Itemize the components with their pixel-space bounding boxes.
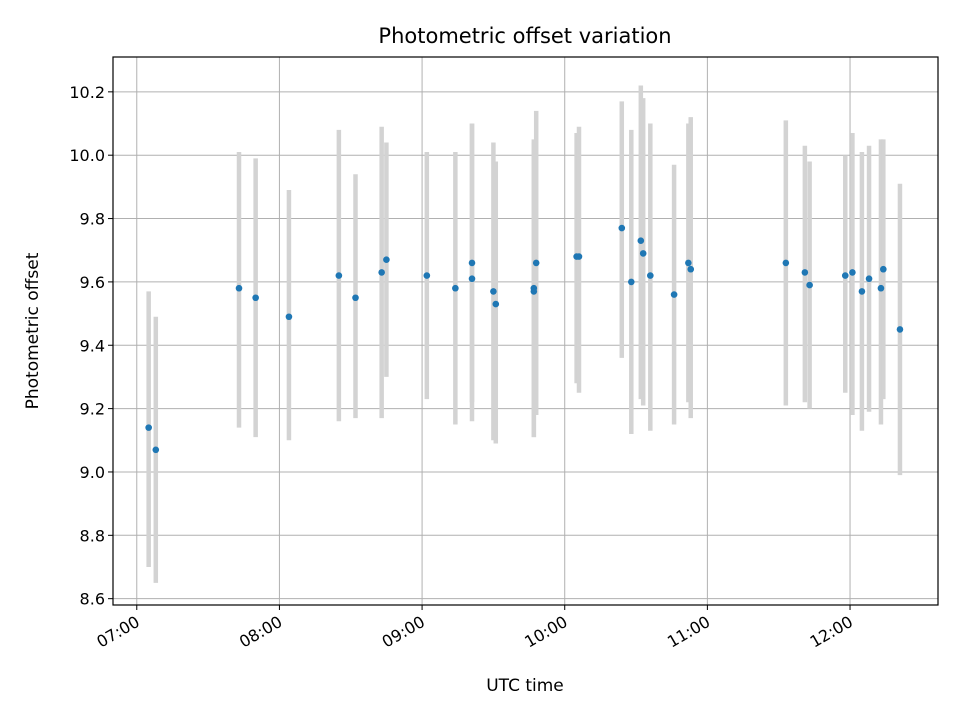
data-point bbox=[468, 275, 476, 283]
data-point bbox=[532, 259, 540, 267]
data-point bbox=[383, 256, 390, 264]
y-tick-label: 9.0 bbox=[80, 463, 105, 482]
data-point bbox=[378, 269, 385, 276]
data-point bbox=[639, 250, 647, 257]
data-point bbox=[252, 294, 259, 302]
y-axis-ticks: 8.6 8.8 9.0 9.2 9.4 9.6 9.8 10.0 10.2 bbox=[69, 83, 113, 609]
data-point bbox=[452, 284, 459, 292]
data-point bbox=[145, 424, 152, 431]
data-point bbox=[530, 288, 538, 295]
y-tick-label: 9.8 bbox=[80, 210, 105, 229]
data-point bbox=[849, 269, 856, 276]
data-point bbox=[896, 326, 904, 333]
data-point bbox=[490, 288, 497, 295]
data-point bbox=[618, 224, 626, 232]
data-point bbox=[880, 265, 887, 273]
data-point bbox=[670, 291, 678, 298]
data-point bbox=[468, 259, 476, 267]
data-point bbox=[285, 313, 293, 321]
data-point bbox=[492, 300, 500, 308]
data-point bbox=[335, 272, 343, 279]
data-point bbox=[687, 265, 695, 273]
data-point bbox=[575, 253, 583, 260]
data-point bbox=[841, 272, 849, 279]
y-tick-label: 10.0 bbox=[69, 146, 105, 165]
y-tick-label: 9.6 bbox=[80, 273, 105, 292]
data-point bbox=[152, 446, 160, 454]
grid-lines bbox=[113, 57, 938, 605]
data-point bbox=[782, 259, 790, 267]
data-point bbox=[858, 288, 866, 295]
data-point bbox=[423, 272, 431, 279]
y-tick-label: 8.8 bbox=[80, 526, 105, 545]
data-point bbox=[352, 294, 359, 302]
data-point bbox=[865, 275, 873, 283]
y-tick-label: 10.2 bbox=[69, 83, 105, 102]
data-point bbox=[637, 237, 645, 245]
data-points bbox=[145, 224, 904, 454]
data-point bbox=[235, 284, 243, 292]
plot-frame bbox=[112, 56, 939, 606]
y-tick-label: 8.6 bbox=[80, 590, 105, 609]
y-tick-label: 9.4 bbox=[80, 336, 105, 355]
data-point bbox=[806, 281, 813, 289]
chart-title: Photometric offset variation bbox=[378, 24, 671, 48]
data-point bbox=[801, 269, 809, 276]
data-point bbox=[877, 284, 885, 292]
y-axis-label: Photometric offset bbox=[23, 252, 43, 409]
data-point bbox=[647, 272, 654, 279]
data-point bbox=[627, 278, 635, 286]
data-point bbox=[685, 259, 692, 267]
y-tick-label: 9.2 bbox=[80, 400, 105, 419]
x-axis-label: UTC time bbox=[486, 676, 564, 696]
